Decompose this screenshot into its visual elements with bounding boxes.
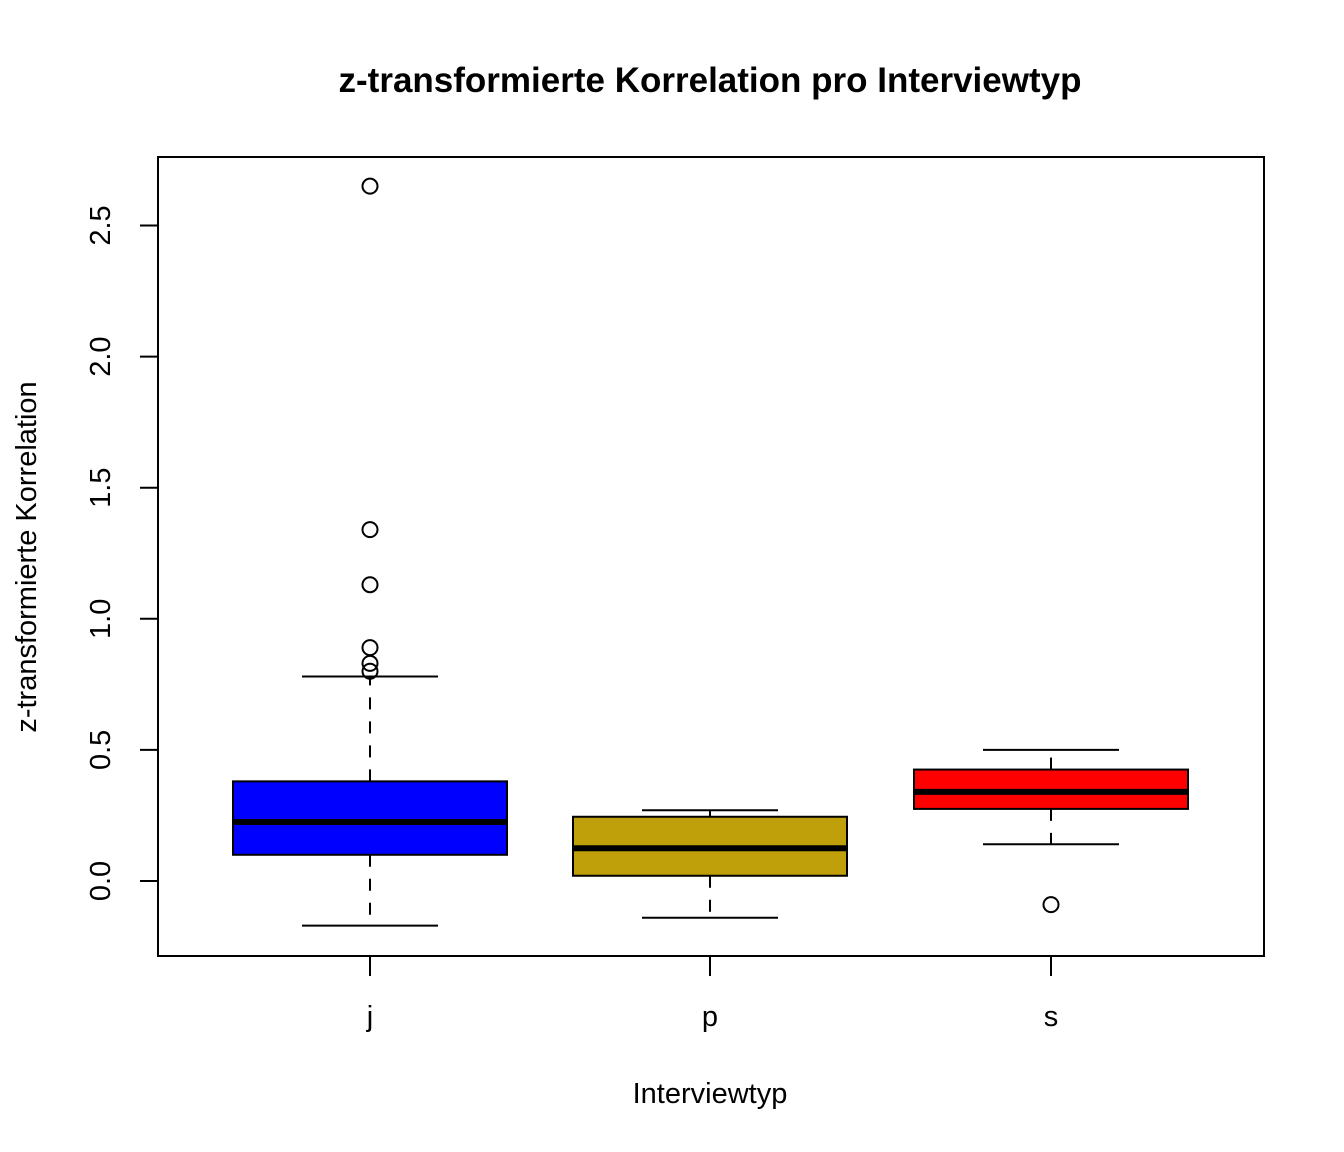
box-p [572, 809, 848, 919]
x-tick-label-s: s [1044, 1001, 1059, 1033]
y-tick-label: 2.5 [85, 205, 117, 245]
x-axis-label: Interviewtyp [633, 1078, 788, 1110]
x-tick-label-p: p [702, 1001, 718, 1033]
y-tick-label: 2.0 [85, 336, 117, 376]
outlier-point [361, 639, 379, 657]
x-tick-label-j: j [366, 1001, 373, 1033]
y-tick-label: 1.5 [85, 468, 117, 508]
boxes [232, 177, 1189, 927]
outlier-point [361, 177, 379, 195]
y-tick-label: 0.0 [85, 861, 117, 901]
y-axis-label: z-transformierte Korrelation [11, 381, 43, 732]
box-body [232, 780, 508, 856]
y-tick-label: 0.5 [85, 730, 117, 770]
outlier-point [1042, 896, 1060, 914]
box-j [232, 177, 508, 927]
box-s [913, 748, 1189, 914]
outlier-point [361, 576, 379, 594]
y-axis: 0.0 0.5 1.0 1.5 2.0 2.5 [85, 205, 158, 901]
outlier-point [361, 521, 379, 539]
outlier-point [361, 662, 379, 680]
y-tick-label: 1.0 [85, 599, 117, 639]
chart-title: z-transformierte Korrelation pro Intervi… [339, 61, 1082, 100]
